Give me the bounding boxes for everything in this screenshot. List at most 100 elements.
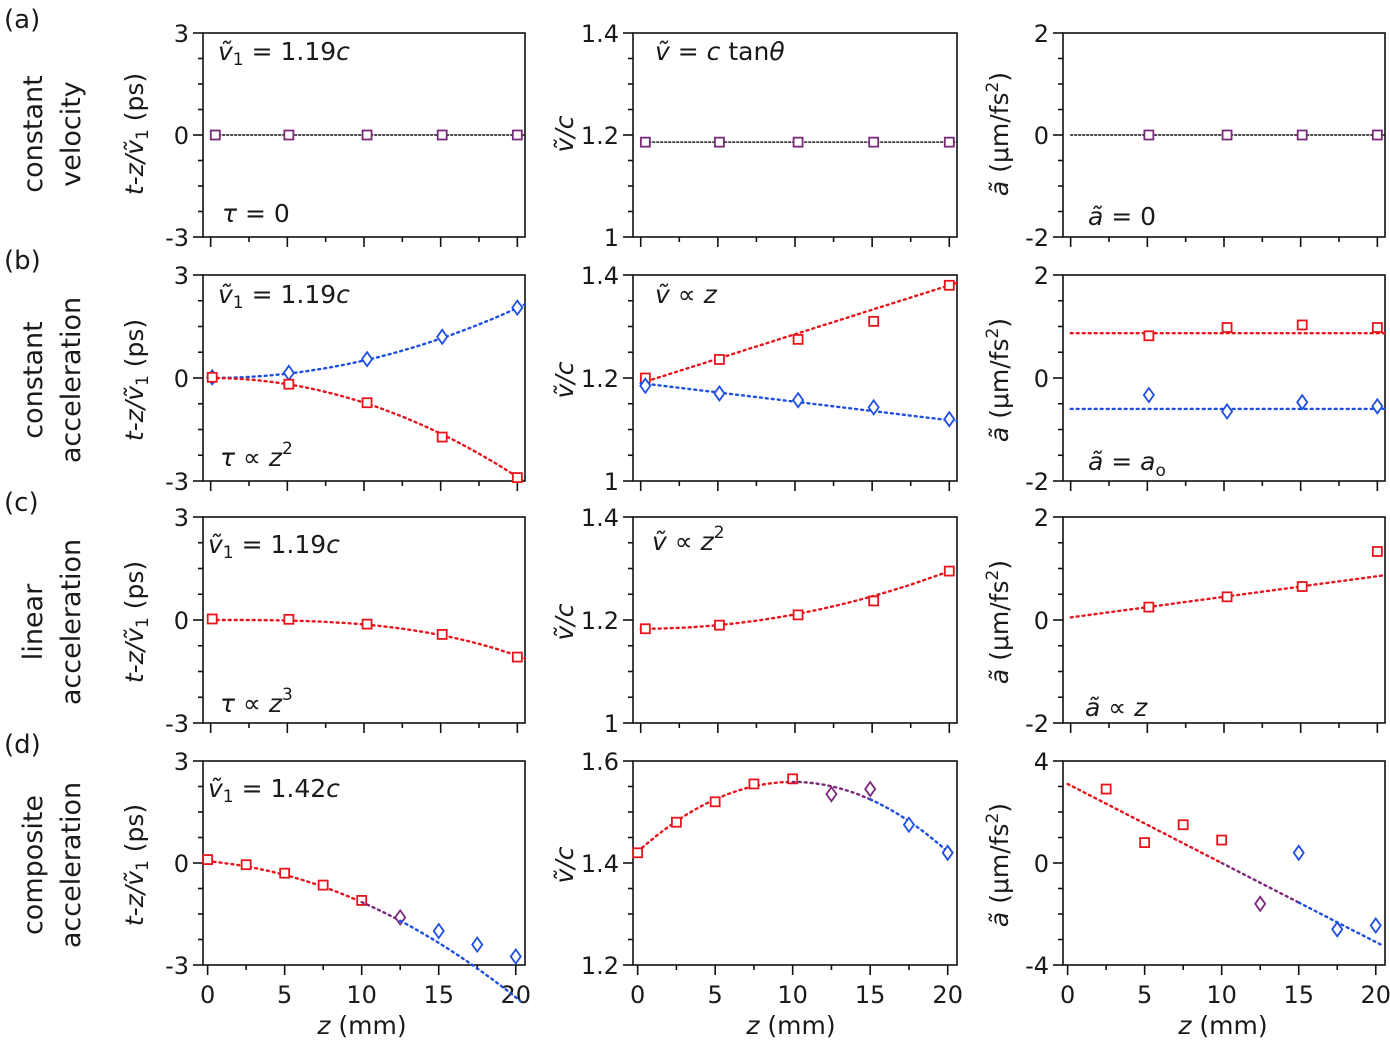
y-tick-label: 4 xyxy=(1034,748,1049,776)
data-point-accelerating xyxy=(632,847,644,859)
data-point-linear xyxy=(1221,591,1233,603)
data-point-decelerating xyxy=(639,377,652,395)
data-point-accelerating xyxy=(279,867,291,879)
fit-curve-decelerating xyxy=(399,919,522,1003)
panel-a2: 1 1.2 1.4 xyxy=(581,20,958,252)
data-point-accelerating xyxy=(206,371,218,383)
data-point-accelerating xyxy=(1296,319,1308,331)
row-label-a-2: velocity xyxy=(56,81,87,187)
y-tick-label: 1 xyxy=(604,710,619,738)
data-point-linear xyxy=(511,651,523,663)
note-c2-top: ṽ ∝ z2 xyxy=(652,523,725,556)
data-point-decelerating xyxy=(509,947,522,966)
data-point-delay xyxy=(511,129,523,141)
y-tick-label: 1.4 xyxy=(581,20,619,48)
y-label-c3: ã (μm/fs2) xyxy=(983,560,1014,684)
data-point-decelerating xyxy=(867,398,880,416)
y-label-a2: ṽ/c xyxy=(550,115,579,152)
x-tick-label: 5 xyxy=(708,981,723,1009)
data-point-decelerating xyxy=(1369,916,1382,935)
x-tick-label: 0 xyxy=(1060,981,1075,1009)
plot-frame xyxy=(632,760,958,966)
data-point-acceleration xyxy=(1371,129,1383,141)
data-point-decelerating xyxy=(943,410,956,428)
data-point-decelerating xyxy=(902,816,916,834)
x-tick-label: 10 xyxy=(346,981,377,1009)
x-tick-label: 5 xyxy=(277,981,292,1009)
y-label-c2: ṽ/c xyxy=(550,603,579,640)
data-point-accelerating xyxy=(202,854,214,865)
note-a3-bottom: ã = 0 xyxy=(1088,202,1156,231)
data-point-transition xyxy=(394,908,407,926)
fit-curve-decelerating xyxy=(209,303,527,380)
y-tick-label: -3 xyxy=(165,224,189,252)
y-labels-col1: t-z/ṽ1 (ps) t-z/ṽ1 (ps) t-z/ṽ1 (ps) t-z/… xyxy=(120,73,153,926)
x-tick-label: 20 xyxy=(1360,981,1390,1009)
y-tick-label: -3 xyxy=(165,468,189,496)
y-label-d2: ṽ/c xyxy=(550,846,579,883)
note-c1-top: ṽ1 = 1.19c xyxy=(208,530,340,563)
data-point-accelerating xyxy=(748,778,760,790)
note-c1-bottom: τ ∝ z3 xyxy=(220,685,293,718)
x-tick-label: 15 xyxy=(855,981,886,1009)
fit-curve-accelerating xyxy=(636,780,794,853)
data-point-decelerating xyxy=(941,844,954,862)
data-point-decelerating xyxy=(1296,393,1309,411)
y-tick-label: 0 xyxy=(174,850,189,878)
data-point-accelerating xyxy=(868,315,880,327)
y-tick-label: -2 xyxy=(1025,710,1049,738)
data-point-linear xyxy=(206,613,218,625)
data-point-accelerating xyxy=(1216,834,1228,846)
fit-curve-transition xyxy=(1220,861,1300,904)
x-tick-label: 10 xyxy=(1206,981,1237,1009)
y-label-d3: ã (μm/fs2) xyxy=(983,803,1014,927)
data-point-velocity xyxy=(714,136,725,148)
y-label-a3: ã (μm/fs2) xyxy=(983,72,1014,196)
row-letter-b: (b) xyxy=(4,246,41,276)
y-tick-label: 1 xyxy=(604,468,619,496)
y-tick-label: 1.2 xyxy=(581,365,619,393)
data-point-decelerating xyxy=(436,328,449,346)
data-point-acceleration xyxy=(1143,129,1155,141)
row-label-c-2: acceleration xyxy=(56,539,87,705)
panel-a3: -2 0 2 xyxy=(1025,20,1386,252)
data-point-decelerating xyxy=(1142,386,1155,404)
data-point-accelerating xyxy=(792,333,804,345)
row-letter-d: (d) xyxy=(4,730,41,760)
x-labels: z (mm) z (mm) z (mm) xyxy=(316,1011,1267,1040)
data-point-accelerating xyxy=(356,895,368,906)
y-tick-label: 2 xyxy=(1034,262,1049,290)
y-label-c1: t-z/ṽ1 (ps) xyxy=(120,561,153,683)
data-point-accelerating xyxy=(1371,322,1383,333)
data-point-accelerating xyxy=(317,879,329,891)
data-point-decelerating xyxy=(1292,844,1305,862)
y-tick-label: 0 xyxy=(1034,850,1049,878)
data-point-delay xyxy=(436,129,448,141)
note-d1-top: ṽ1 = 1.42c xyxy=(208,774,340,807)
data-point-linear xyxy=(714,619,725,631)
x-tick-label: 0 xyxy=(200,981,215,1009)
data-point-delay xyxy=(361,129,373,141)
data-point-accelerating xyxy=(1100,783,1112,795)
x-tick-label: 5 xyxy=(1137,981,1152,1009)
x-tick-label: 15 xyxy=(423,981,454,1009)
row-label-d-1: composite xyxy=(18,795,49,935)
y-tick-label: 3 xyxy=(174,748,189,776)
data-point-decelerating xyxy=(432,922,445,940)
note-a2-top: ṽ = c tanθ xyxy=(655,37,785,66)
y-tick-label: 1.2 xyxy=(581,607,619,635)
y-tick-label: 0 xyxy=(174,365,189,393)
row-label-d-2: acceleration xyxy=(56,782,87,948)
note-b2-top: ṽ ∝ z xyxy=(655,280,718,309)
data-point-decelerating xyxy=(1371,397,1384,415)
data-point-accelerating xyxy=(240,859,252,871)
data-point-linear xyxy=(1143,601,1155,613)
data-point-transition xyxy=(1254,895,1267,913)
data-point-decelerating xyxy=(1220,402,1234,421)
data-point-transition xyxy=(825,785,838,803)
data-point-accelerating xyxy=(361,397,373,409)
data-point-linear xyxy=(1296,581,1308,592)
row-labels: (a) (b) (c) (d) constant velocity consta… xyxy=(4,5,87,948)
fit-curve-accelerating xyxy=(639,281,959,385)
y-label-b3: ã (μm/fs2) xyxy=(983,318,1014,442)
